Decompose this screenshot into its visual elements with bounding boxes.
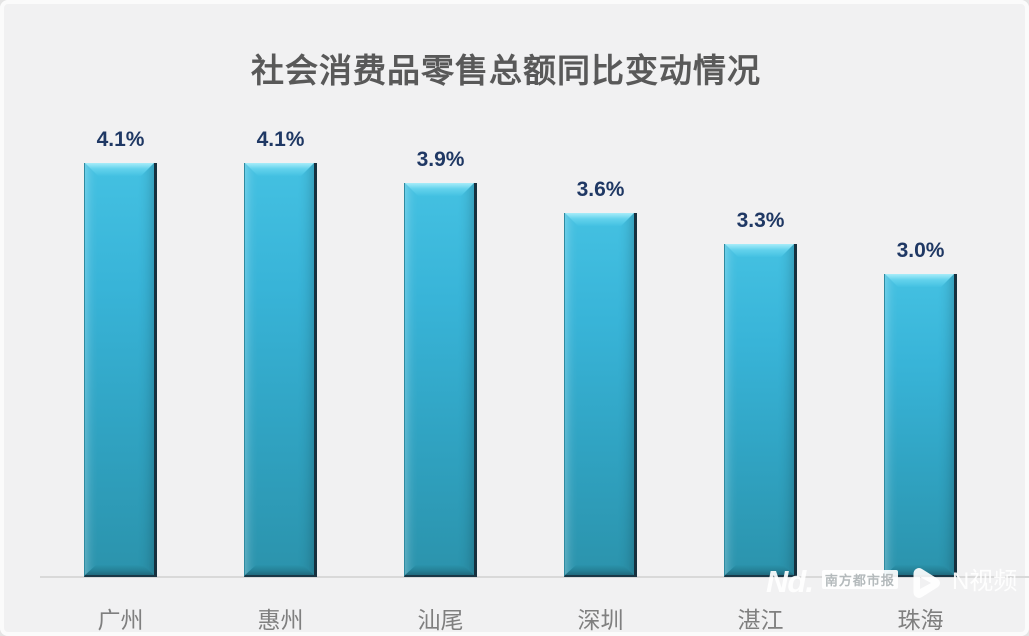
bar-value-label: 4.1% bbox=[96, 128, 145, 151]
bar-value-label: 3.3% bbox=[736, 209, 785, 232]
bar bbox=[84, 163, 157, 577]
category-label: 惠州 bbox=[257, 607, 304, 633]
bar bbox=[564, 213, 637, 577]
bar-value-label: 3.9% bbox=[416, 148, 465, 171]
nd-script-logo: Nd. bbox=[766, 564, 814, 599]
chart-title: 社会消费品零售总额同比变动情况 bbox=[251, 52, 761, 89]
bar bbox=[884, 274, 957, 577]
bar bbox=[404, 183, 477, 577]
x-axis-line bbox=[40, 576, 1029, 578]
nvideo-wordmark: N视频 bbox=[951, 568, 1018, 595]
watermark: Nd. 南方都市报 N视频 bbox=[766, 564, 1017, 600]
bar-value-label: 4.1% bbox=[256, 128, 305, 151]
play-icon bbox=[907, 565, 943, 601]
bar-value-label: 3.0% bbox=[896, 239, 945, 262]
bar bbox=[244, 163, 317, 577]
category-label: 湛江 bbox=[737, 607, 784, 633]
category-label: 广州 bbox=[97, 607, 144, 633]
nandu-badge: 南方都市报 bbox=[821, 569, 898, 589]
category-label: 珠海 bbox=[897, 607, 944, 633]
bar-value-label: 3.6% bbox=[576, 178, 625, 201]
category-label: 汕尾 bbox=[417, 607, 464, 633]
category-label: 深圳 bbox=[577, 607, 624, 633]
bar bbox=[724, 244, 797, 577]
